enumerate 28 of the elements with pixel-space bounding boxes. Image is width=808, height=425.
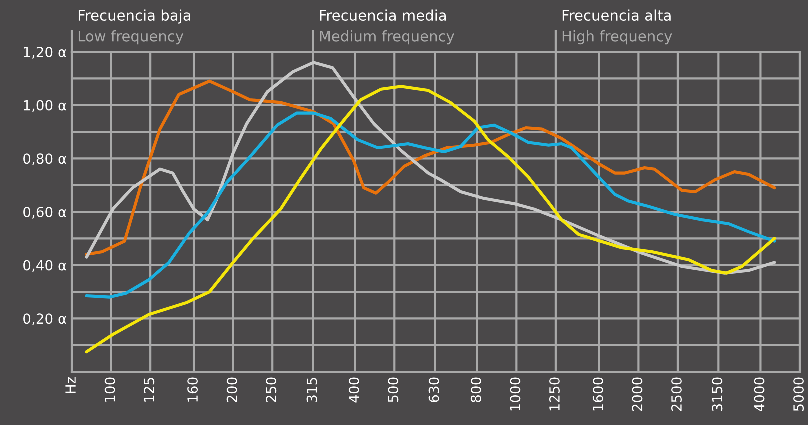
y-tick-label: 0,80 α [24,154,66,166]
x-tick-label: 2500 [671,378,682,412]
x-tick-label: 4000 [754,378,765,412]
text: Frecuencia alta High frequency [562,10,672,45]
y-tick-label: 0,60 α [24,206,66,219]
text: Frecuencia media Medium frequency [320,10,454,45]
x-tick-label: 500 [388,378,399,402]
x-tick-label: 5000 [794,378,804,412]
x-tick-label: 630 [428,378,440,402]
x-tick-label: 3150 [712,378,723,412]
y-tick-label: 1,20 α [24,46,66,59]
x-tick-label: 160 [188,378,198,402]
y-tick-label: 0,40 α [24,260,66,272]
y-tick-label: 1,00 α [24,100,66,112]
text: Frecuencia baja Low frequency [78,10,190,45]
x-tick-label: Hz [66,377,76,394]
x-tick-label: 250 [266,378,277,402]
x-tick-label: 315 [306,378,318,402]
x-tick-label: 1250 [549,378,560,411]
x-tick-label: 1000 [510,378,521,411]
x-tick-label: 200 [226,378,238,402]
x-tick-label: 400 [348,378,360,403]
x-tick-label: 100 [104,378,116,402]
x-tick-label: 125 [144,378,155,402]
x-tick-label: 2000 [632,378,643,412]
y-tick-label: 0,20 α [24,314,66,326]
x-tick-label: 1600 [592,378,604,411]
x-tick-label: 800 [470,378,482,402]
